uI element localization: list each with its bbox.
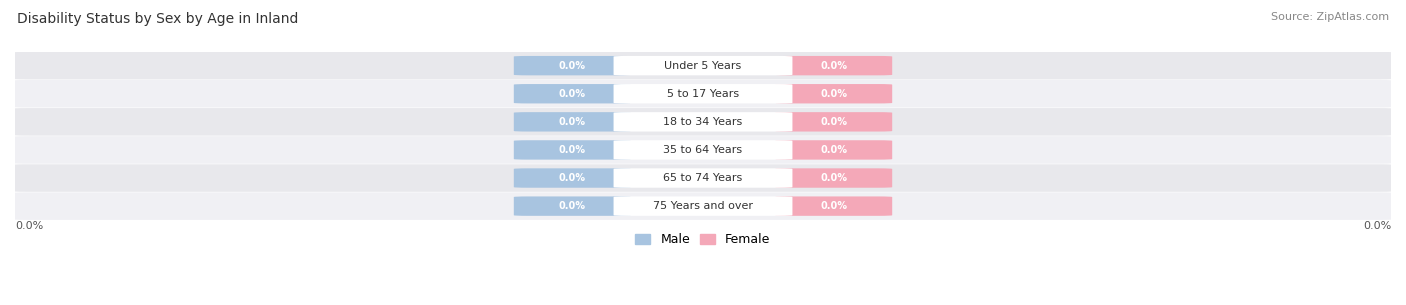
Text: 0.0%: 0.0% [820, 89, 848, 99]
Text: Source: ZipAtlas.com: Source: ZipAtlas.com [1271, 12, 1389, 22]
Text: 5 to 17 Years: 5 to 17 Years [666, 89, 740, 99]
FancyBboxPatch shape [513, 140, 631, 160]
FancyBboxPatch shape [513, 168, 631, 188]
FancyBboxPatch shape [775, 56, 893, 75]
Text: Under 5 Years: Under 5 Years [665, 61, 741, 71]
FancyBboxPatch shape [775, 84, 893, 103]
FancyBboxPatch shape [613, 196, 793, 216]
Text: 0.0%: 0.0% [820, 117, 848, 127]
FancyBboxPatch shape [513, 56, 631, 75]
FancyBboxPatch shape [8, 52, 1398, 79]
Text: 0.0%: 0.0% [1362, 221, 1391, 231]
Text: 0.0%: 0.0% [15, 221, 44, 231]
Text: 0.0%: 0.0% [558, 173, 586, 183]
FancyBboxPatch shape [8, 80, 1398, 108]
FancyBboxPatch shape [8, 164, 1398, 192]
Text: 0.0%: 0.0% [558, 89, 586, 99]
FancyBboxPatch shape [775, 112, 893, 131]
Text: 18 to 34 Years: 18 to 34 Years [664, 117, 742, 127]
Text: 75 Years and over: 75 Years and over [652, 201, 754, 211]
Text: 0.0%: 0.0% [820, 61, 848, 71]
Text: 0.0%: 0.0% [558, 61, 586, 71]
Text: 0.0%: 0.0% [558, 201, 586, 211]
FancyBboxPatch shape [613, 56, 793, 75]
FancyBboxPatch shape [513, 196, 631, 216]
FancyBboxPatch shape [8, 108, 1398, 136]
FancyBboxPatch shape [8, 136, 1398, 164]
FancyBboxPatch shape [513, 84, 631, 103]
FancyBboxPatch shape [775, 168, 893, 188]
Text: 0.0%: 0.0% [820, 145, 848, 155]
FancyBboxPatch shape [513, 112, 631, 131]
Text: 65 to 74 Years: 65 to 74 Years [664, 173, 742, 183]
Text: 35 to 64 Years: 35 to 64 Years [664, 145, 742, 155]
FancyBboxPatch shape [775, 140, 893, 160]
Text: Disability Status by Sex by Age in Inland: Disability Status by Sex by Age in Inlan… [17, 12, 298, 26]
FancyBboxPatch shape [775, 196, 893, 216]
FancyBboxPatch shape [613, 112, 793, 131]
Text: 0.0%: 0.0% [820, 201, 848, 211]
Text: 0.0%: 0.0% [820, 173, 848, 183]
FancyBboxPatch shape [8, 192, 1398, 220]
FancyBboxPatch shape [613, 140, 793, 160]
Legend: Male, Female: Male, Female [630, 228, 776, 251]
FancyBboxPatch shape [613, 84, 793, 103]
Text: 0.0%: 0.0% [558, 117, 586, 127]
FancyBboxPatch shape [613, 168, 793, 188]
Text: 0.0%: 0.0% [558, 145, 586, 155]
